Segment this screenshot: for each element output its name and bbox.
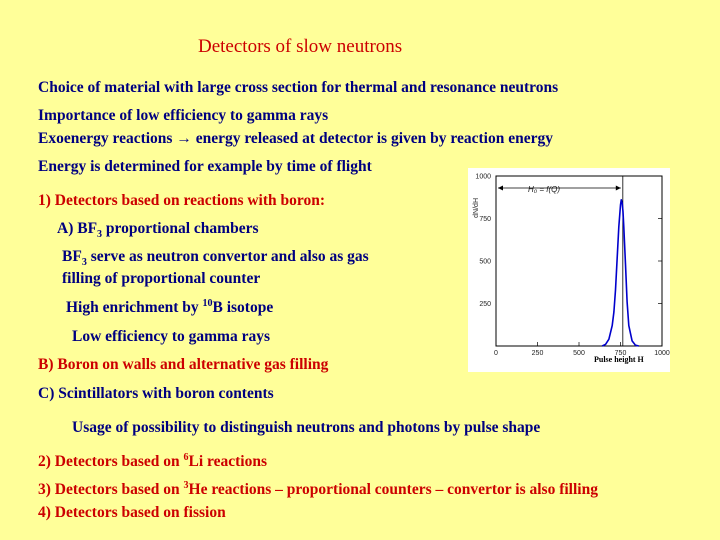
y-axis-label: dN/dH — [473, 198, 480, 218]
pulse-shape-line: Usage of possibility to distinguish neut… — [72, 419, 541, 436]
x-tick-label: 0 — [494, 350, 498, 357]
pulse-height-spectrum-chart: dN/dH H₀ = f(Q) Pulse height H 0 250 500 75… — [468, 168, 670, 372]
intro-line-4: Energy is determined for example by time… — [38, 158, 372, 175]
bf3-description-line-1: BF3 serve as neutron convertor and also … — [62, 248, 369, 269]
y-tick-label: 250 — [479, 301, 491, 308]
low-efficiency-line: Low efficiency to gamma rays — [72, 328, 271, 345]
intro-line-2: Importance of low efficiency to gamma ra… — [38, 107, 329, 124]
x-tick-label: 1000 — [654, 350, 670, 357]
enrichment-line: High enrichment by 10B isotope — [66, 297, 274, 316]
bf3-chambers-item: A) BF3 proportional chambers — [57, 220, 259, 241]
y-tick-label: 1000 — [475, 174, 491, 181]
chart-annotation: H₀ = f(Q) — [528, 185, 560, 194]
section-lithium-heading: 2) Detectors based on 6Li reactions — [38, 451, 268, 470]
section-fission-heading: 4) Detectors based on fission — [38, 504, 226, 521]
arrow-head-icon — [615, 185, 621, 191]
section-boron-heading: 1) Detectors based on reactions with bor… — [38, 192, 326, 209]
intro-line-3: Exoenergy reactions → energy released at… — [38, 130, 553, 147]
bf3-description-line-2: filling of proportional counter — [62, 270, 261, 287]
arrow-head-icon — [498, 185, 503, 191]
page-title: Detectors of slow neutrons — [198, 36, 403, 57]
x-tick-label: 500 — [573, 350, 585, 357]
scintillators-item: C) Scintillators with boron contents — [38, 385, 274, 402]
x-axis-label: Pulse height H — [594, 355, 645, 364]
x-tick-label: 750 — [615, 350, 627, 357]
y-tick-label: 500 — [479, 259, 491, 266]
section-helium-heading: 3) Detectors based on 3He reactions – pr… — [38, 479, 598, 498]
spectrum-svg: dN/dH H₀ = f(Q) Pulse height H 0 250 500 75… — [473, 174, 670, 365]
y-tick-label: 750 — [479, 216, 491, 223]
plot-frame — [495, 175, 663, 347]
spectrum-curve — [601, 198, 639, 347]
boron-walls-item: B) Boron on walls and alternative gas fi… — [38, 356, 329, 373]
intro-line-1: Choice of material with large cross sect… — [38, 79, 559, 96]
x-tick-label: 250 — [532, 350, 544, 357]
